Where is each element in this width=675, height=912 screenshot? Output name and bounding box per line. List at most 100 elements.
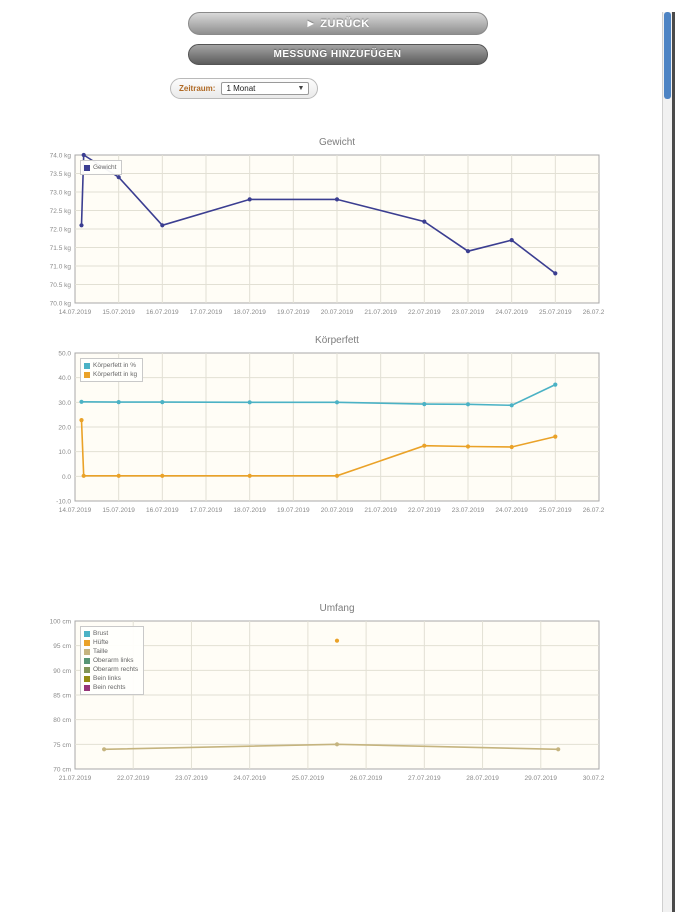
chevron-down-icon: ▼ [297, 85, 305, 92]
data-point [422, 219, 427, 224]
svg-text:95 cm: 95 cm [53, 643, 71, 650]
chart-title: Körperfett [315, 335, 359, 346]
legend-label: Körperfett in kg [93, 371, 138, 378]
svg-text:25.07.2019: 25.07.2019 [539, 507, 572, 514]
svg-text:26.07.2019: 26.07.2019 [583, 309, 604, 316]
data-point [509, 403, 514, 408]
svg-text:20.0: 20.0 [58, 425, 71, 432]
svg-text:30.07.2019: 30.07.2019 [583, 775, 604, 782]
data-point [465, 249, 471, 254]
data-point [160, 223, 165, 228]
chart-title: Gewicht [318, 137, 356, 148]
chart-canvas: 21.07.2019 22.07.2019 23.07.2019 24.07.2019… [50, 619, 616, 783]
data-point [79, 223, 84, 228]
svg-text:21.07.2019: 21.07.2019 [59, 775, 92, 782]
svg-text:0.0: 0.0 [62, 474, 71, 481]
legend-swatch [84, 164, 90, 171]
svg-text:70 cm: 70 cm [53, 767, 71, 774]
svg-text:24.07.2019: 24.07.2019 [495, 309, 528, 316]
data-point [556, 747, 561, 752]
girth-chart-plot: 21.07.2019 22.07.2019 23.07.2019 24.07.2019… [29, 615, 616, 791]
page: ► ZURÜCK MESSUNG HINZUFÜGEN Zeitraum: 1 … [0, 12, 675, 912]
svg-text:16.07.2019: 16.07.2019 [146, 309, 179, 316]
scrollbar-thumb[interactable] [664, 12, 671, 99]
svg-text:20.07.2019: 20.07.2019 [321, 309, 354, 316]
back-button[interactable]: ► ZURÜCK [187, 12, 488, 35]
svg-text:22.07.2019: 22.07.2019 [408, 309, 441, 316]
svg-text:25.07.2019: 25.07.2019 [539, 309, 572, 316]
svg-text:15.07.2019: 15.07.2019 [102, 309, 135, 316]
legend-label: Hüfte [93, 639, 109, 646]
svg-text:90 cm: 90 cm [53, 668, 71, 675]
svg-text:85 cm: 85 cm [53, 693, 71, 700]
svg-text:74.0 kg: 74.0 kg [50, 153, 72, 160]
svg-text:50.0: 50.0 [58, 351, 71, 358]
data-point [116, 473, 121, 478]
data-point [247, 197, 252, 202]
data-point [509, 238, 514, 243]
svg-text:18.07.2019: 18.07.2019 [233, 507, 266, 514]
data-point [334, 742, 340, 747]
svg-text:19.07.2019: 19.07.2019 [277, 309, 310, 316]
data-point [247, 473, 252, 478]
svg-text:27.07.2019: 27.07.2019 [408, 775, 441, 782]
svg-text:10.0: 10.0 [58, 449, 71, 456]
legend-swatch [84, 657, 90, 664]
svg-text:19.07.2019: 19.07.2019 [277, 507, 310, 514]
legend-swatch [84, 675, 90, 682]
svg-text:30.0: 30.0 [58, 400, 71, 407]
svg-text:40.0: 40.0 [58, 375, 71, 382]
timeframe-select[interactable]: 1 Monat ▼ [221, 82, 310, 95]
data-point [81, 473, 86, 478]
data-point [247, 400, 252, 405]
legend-label: Bein links [93, 675, 121, 682]
add-measurement-button[interactable]: MESSUNG HINZUFÜGEN [187, 44, 488, 65]
legend-item: Oberarm rechts [84, 665, 138, 674]
data-point [116, 400, 121, 405]
data-point [553, 434, 558, 439]
data-point [465, 402, 471, 407]
chart-canvas: 14.07.2019 15.07.2019 16.07.2019 17.07.2019… [50, 153, 616, 317]
svg-text:71.0 kg: 71.0 kg [50, 264, 72, 271]
svg-text:73.5 kg: 73.5 kg [50, 171, 72, 178]
legend-item: Körperfett in kg [84, 370, 137, 379]
legend-swatch [84, 362, 90, 369]
legend-swatch [84, 371, 90, 378]
svg-text:26.07.2019: 26.07.2019 [583, 507, 604, 514]
legend-item: Hüfte [84, 638, 138, 647]
svg-text:25.07.2019: 25.07.2019 [292, 775, 325, 782]
scrollbar[interactable] [662, 12, 675, 912]
legend-item: Körperfett in % [84, 361, 137, 370]
legend-item: Brust [84, 629, 138, 638]
legend-item: Gewicht [84, 163, 116, 172]
legend-label: Taille [93, 648, 108, 655]
data-point [422, 443, 427, 448]
svg-text:21.07.2019: 21.07.2019 [364, 507, 397, 514]
svg-text:21.07.2019: 21.07.2019 [364, 309, 397, 316]
legend-item: Bein links [84, 674, 138, 683]
svg-text:72.5 kg: 72.5 kg [50, 208, 72, 215]
data-point [509, 444, 514, 450]
legend-swatch [84, 684, 90, 691]
svg-text:70.0 kg: 70.0 kg [50, 301, 72, 308]
svg-text:73.0 kg: 73.0 kg [50, 190, 72, 197]
legend-label: Brust [93, 630, 109, 637]
legend-label: Gewicht [93, 164, 117, 171]
data-point [160, 400, 165, 405]
data-point [116, 175, 121, 180]
chart-canvas: 14.07.2019 15.07.2019 16.07.2019 17.07.2019… [56, 351, 615, 515]
timeframe-control: Zeitraum: 1 Monat ▼ [170, 78, 319, 99]
svg-text:80 cm: 80 cm [53, 717, 71, 724]
chart-legend: Gewicht [80, 160, 123, 175]
data-point [334, 638, 340, 643]
svg-text:23.07.2019: 23.07.2019 [452, 309, 485, 316]
data-point [553, 271, 558, 276]
svg-text:-10.0: -10.0 [56, 499, 71, 506]
svg-text:24.07.2019: 24.07.2019 [233, 775, 266, 782]
svg-text:24.07.2019: 24.07.2019 [495, 507, 528, 514]
svg-text:18.07.2019: 18.07.2019 [233, 309, 266, 316]
legend-label: Körperfett in % [93, 362, 136, 369]
svg-text:72.0 kg: 72.0 kg [50, 227, 72, 234]
legend-swatch [84, 630, 90, 637]
legend-swatch [84, 639, 90, 646]
